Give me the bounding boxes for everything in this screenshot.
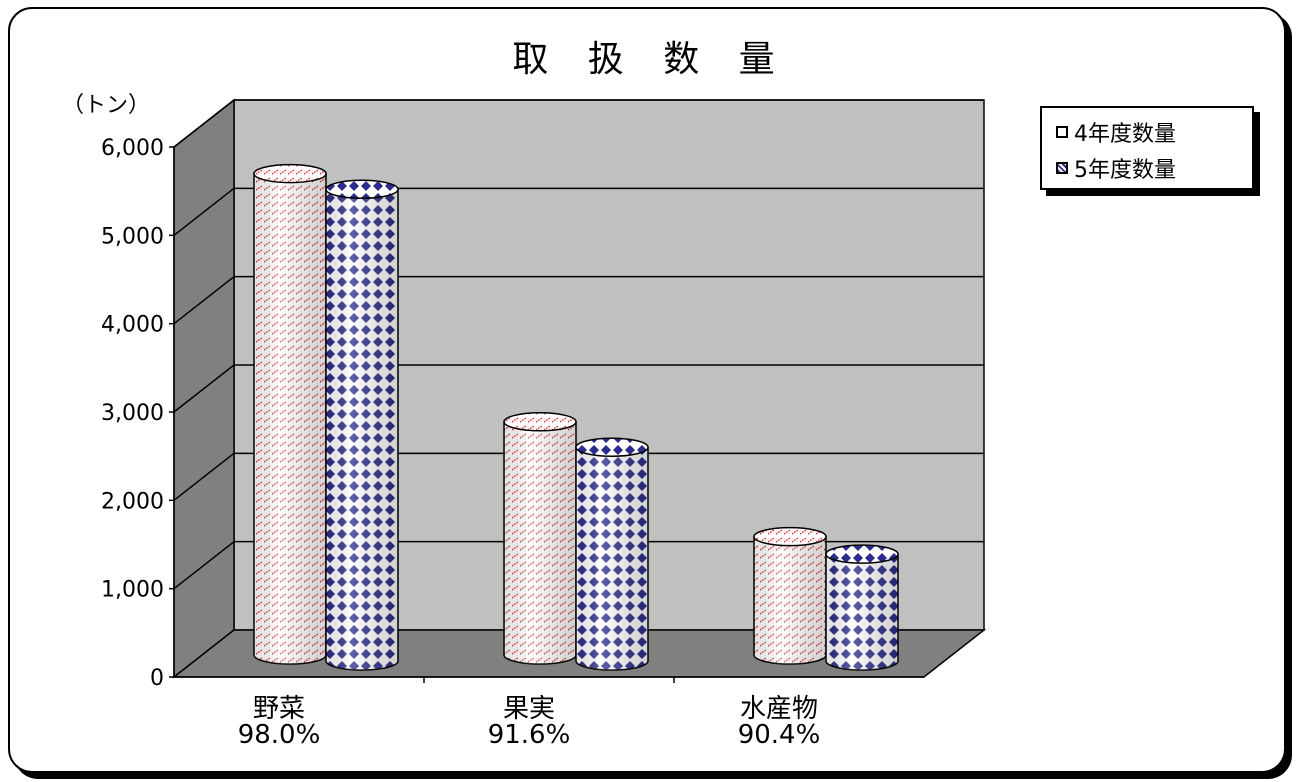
- y-tick-label: 1,000: [101, 578, 164, 603]
- bar-shade: [326, 189, 398, 671]
- x-category-label: 果実: [503, 694, 555, 724]
- bar-top: [575, 437, 649, 457]
- legend-label: 4年度数量: [1074, 122, 1176, 147]
- y-unit-label: （トン）: [62, 93, 150, 118]
- bar-shade: [504, 421, 576, 664]
- x-category-label: 水産物: [740, 694, 818, 724]
- legend-swatch-blue: [1056, 162, 1068, 174]
- legend-swatch-white: [1056, 126, 1068, 138]
- bar-shade: [754, 536, 826, 664]
- gridline-side: [173, 364, 235, 413]
- bar-top: [825, 544, 899, 564]
- y-tick-label: 2,000: [101, 489, 164, 514]
- x-category-sublabel: 90.4%: [738, 720, 821, 750]
- y-tick-label: 4,000: [101, 313, 164, 338]
- bar-top: [325, 179, 399, 200]
- bar-shade: [576, 447, 648, 670]
- bar-top: [253, 163, 327, 184]
- y-tick-label: 5,000: [101, 224, 164, 249]
- gridline-side: [173, 276, 235, 325]
- gridline-side: [173, 452, 235, 501]
- gridline-side: [173, 99, 235, 148]
- bar-top: [503, 412, 577, 432]
- bar-shade: [826, 554, 898, 670]
- legend-item-5nendo: 5年度数量: [1042, 150, 1252, 186]
- gridline-side: [173, 187, 235, 236]
- x-category-sublabel: 91.6%: [488, 720, 571, 750]
- chart-title: 取 扱 数 量: [512, 39, 789, 80]
- legend-label: 5年度数量: [1074, 158, 1176, 183]
- y-tick-label: 0: [150, 666, 164, 691]
- y-tick-label: 6,000: [101, 136, 164, 161]
- x-category-sublabel: 98.0%: [238, 720, 321, 750]
- x-category-label: 野菜: [253, 694, 305, 724]
- bar-top: [753, 526, 827, 547]
- gridline-side: [173, 541, 235, 590]
- y-tick-label: 3,000: [101, 401, 164, 426]
- legend-item-4nendo: 4年度数量: [1042, 114, 1252, 150]
- bar-shade: [254, 173, 326, 664]
- legend: 4年度数量 5年度数量: [1040, 106, 1254, 190]
